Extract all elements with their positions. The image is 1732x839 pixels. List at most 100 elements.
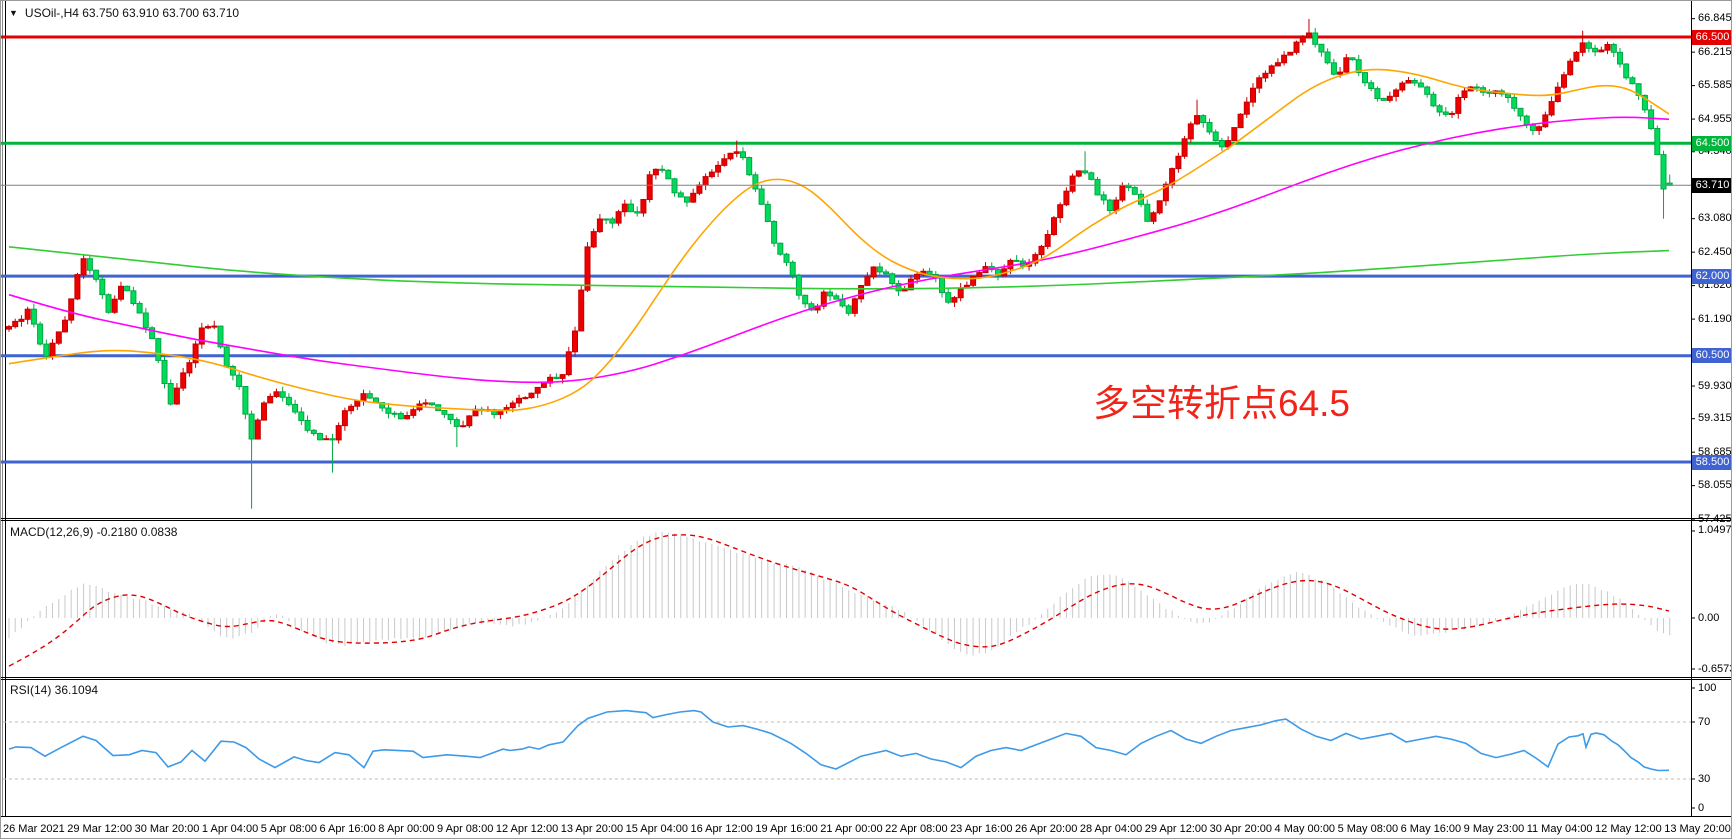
candle [1094, 178, 1101, 196]
candle [907, 278, 914, 291]
candle [180, 372, 187, 389]
time-axis-label: 30 Mar 20:00 [134, 823, 200, 835]
rsi-axis-label: 0 [1698, 801, 1705, 814]
moving-averages [8, 68, 1670, 412]
axis-tick-marks [1691, 18, 1695, 809]
candles-layer[interactable] [6, 18, 1673, 509]
candle [1592, 47, 1599, 53]
ma-slow-green [8, 246, 1670, 290]
candle [24, 308, 31, 320]
candle [1368, 82, 1375, 89]
candle [758, 188, 765, 205]
candle [1287, 51, 1294, 56]
price-tick-label: 64.955 [1698, 112, 1732, 125]
candle [1505, 93, 1511, 98]
candle [1654, 128, 1661, 156]
candle [1436, 105, 1443, 113]
candle [236, 374, 243, 388]
candle [323, 438, 330, 441]
candle [43, 343, 50, 357]
candle [1405, 80, 1412, 84]
candle [939, 277, 945, 294]
time-axis-label: 21 Apr 00:00 [820, 823, 883, 835]
candle [397, 412, 404, 420]
candle [1529, 124, 1536, 131]
candle [1617, 51, 1623, 65]
candle [261, 402, 267, 421]
macd-signal-line [8, 534, 1670, 667]
horizontal-levels[interactable] [1, 35, 1691, 464]
candle [1660, 154, 1667, 190]
candle [155, 338, 162, 361]
candle [49, 342, 56, 357]
symbol-header[interactable]: ▼ USOil-,H4 63.750 63.910 63.700 63.710 [9, 6, 239, 20]
candle [1293, 41, 1300, 53]
candle [1069, 175, 1076, 192]
rsi-axis-label: 70 [1698, 715, 1711, 728]
candle [186, 362, 193, 374]
candle [764, 203, 771, 223]
candle [876, 266, 883, 273]
candle [62, 319, 68, 333]
candle [1013, 259, 1020, 262]
candle [995, 269, 1001, 277]
candle [659, 168, 666, 171]
candle [820, 291, 827, 307]
candle [1262, 72, 1269, 79]
candle [702, 176, 709, 186]
price-tick-label: 66.845 [1698, 12, 1732, 25]
candle [684, 196, 690, 203]
candle [596, 218, 603, 233]
candle [1162, 183, 1169, 202]
candle [285, 396, 292, 405]
candle [976, 272, 983, 278]
macd-axis-label: 0.00 [1698, 611, 1720, 624]
candle [1212, 131, 1219, 142]
price-level-badge-60.500: 60.500 [1692, 348, 1731, 364]
candle [441, 410, 448, 415]
price-tick-label: 66.215 [1698, 45, 1732, 58]
candle [727, 152, 734, 160]
chart-annotation-text: 多空转折点64.5 [1093, 383, 1351, 424]
time-axis-label: 13 May 20:00 [1664, 823, 1731, 835]
macd-axis-label: -0.6573 [1698, 662, 1732, 675]
candle [335, 425, 342, 441]
candle [1082, 170, 1089, 174]
candle [310, 429, 317, 434]
candle [901, 289, 908, 292]
candle [329, 438, 336, 441]
candle [124, 285, 131, 292]
candle [671, 178, 678, 194]
candle [161, 359, 168, 384]
candle [341, 410, 348, 427]
candle [708, 171, 715, 178]
candle [746, 157, 753, 176]
candle [391, 412, 398, 415]
candle [889, 273, 896, 284]
time-axis-label: 11 May 04:00 [1526, 823, 1593, 835]
candle [615, 211, 622, 224]
candle [1200, 115, 1207, 123]
price-tick-label: 61.190 [1698, 312, 1732, 325]
price-tick-label: 58.055 [1698, 479, 1732, 492]
candle [379, 402, 386, 409]
candle [1386, 95, 1393, 101]
candle [858, 285, 865, 300]
candle [1125, 185, 1132, 189]
candle [1225, 140, 1232, 148]
candle [547, 376, 554, 384]
candle [1032, 254, 1039, 264]
candle [1250, 87, 1256, 103]
time-axis-label: 6 Apr 16:00 [319, 823, 376, 835]
rsi-axis-label: 30 [1698, 772, 1711, 785]
candle [1374, 88, 1381, 99]
candle [572, 330, 578, 353]
candle [466, 415, 473, 427]
chevron-down-icon[interactable]: ▼ [9, 8, 18, 18]
candle [1424, 86, 1431, 95]
candle [105, 294, 112, 313]
candle [795, 274, 802, 296]
candle [1411, 80, 1418, 84]
candle [55, 331, 62, 344]
